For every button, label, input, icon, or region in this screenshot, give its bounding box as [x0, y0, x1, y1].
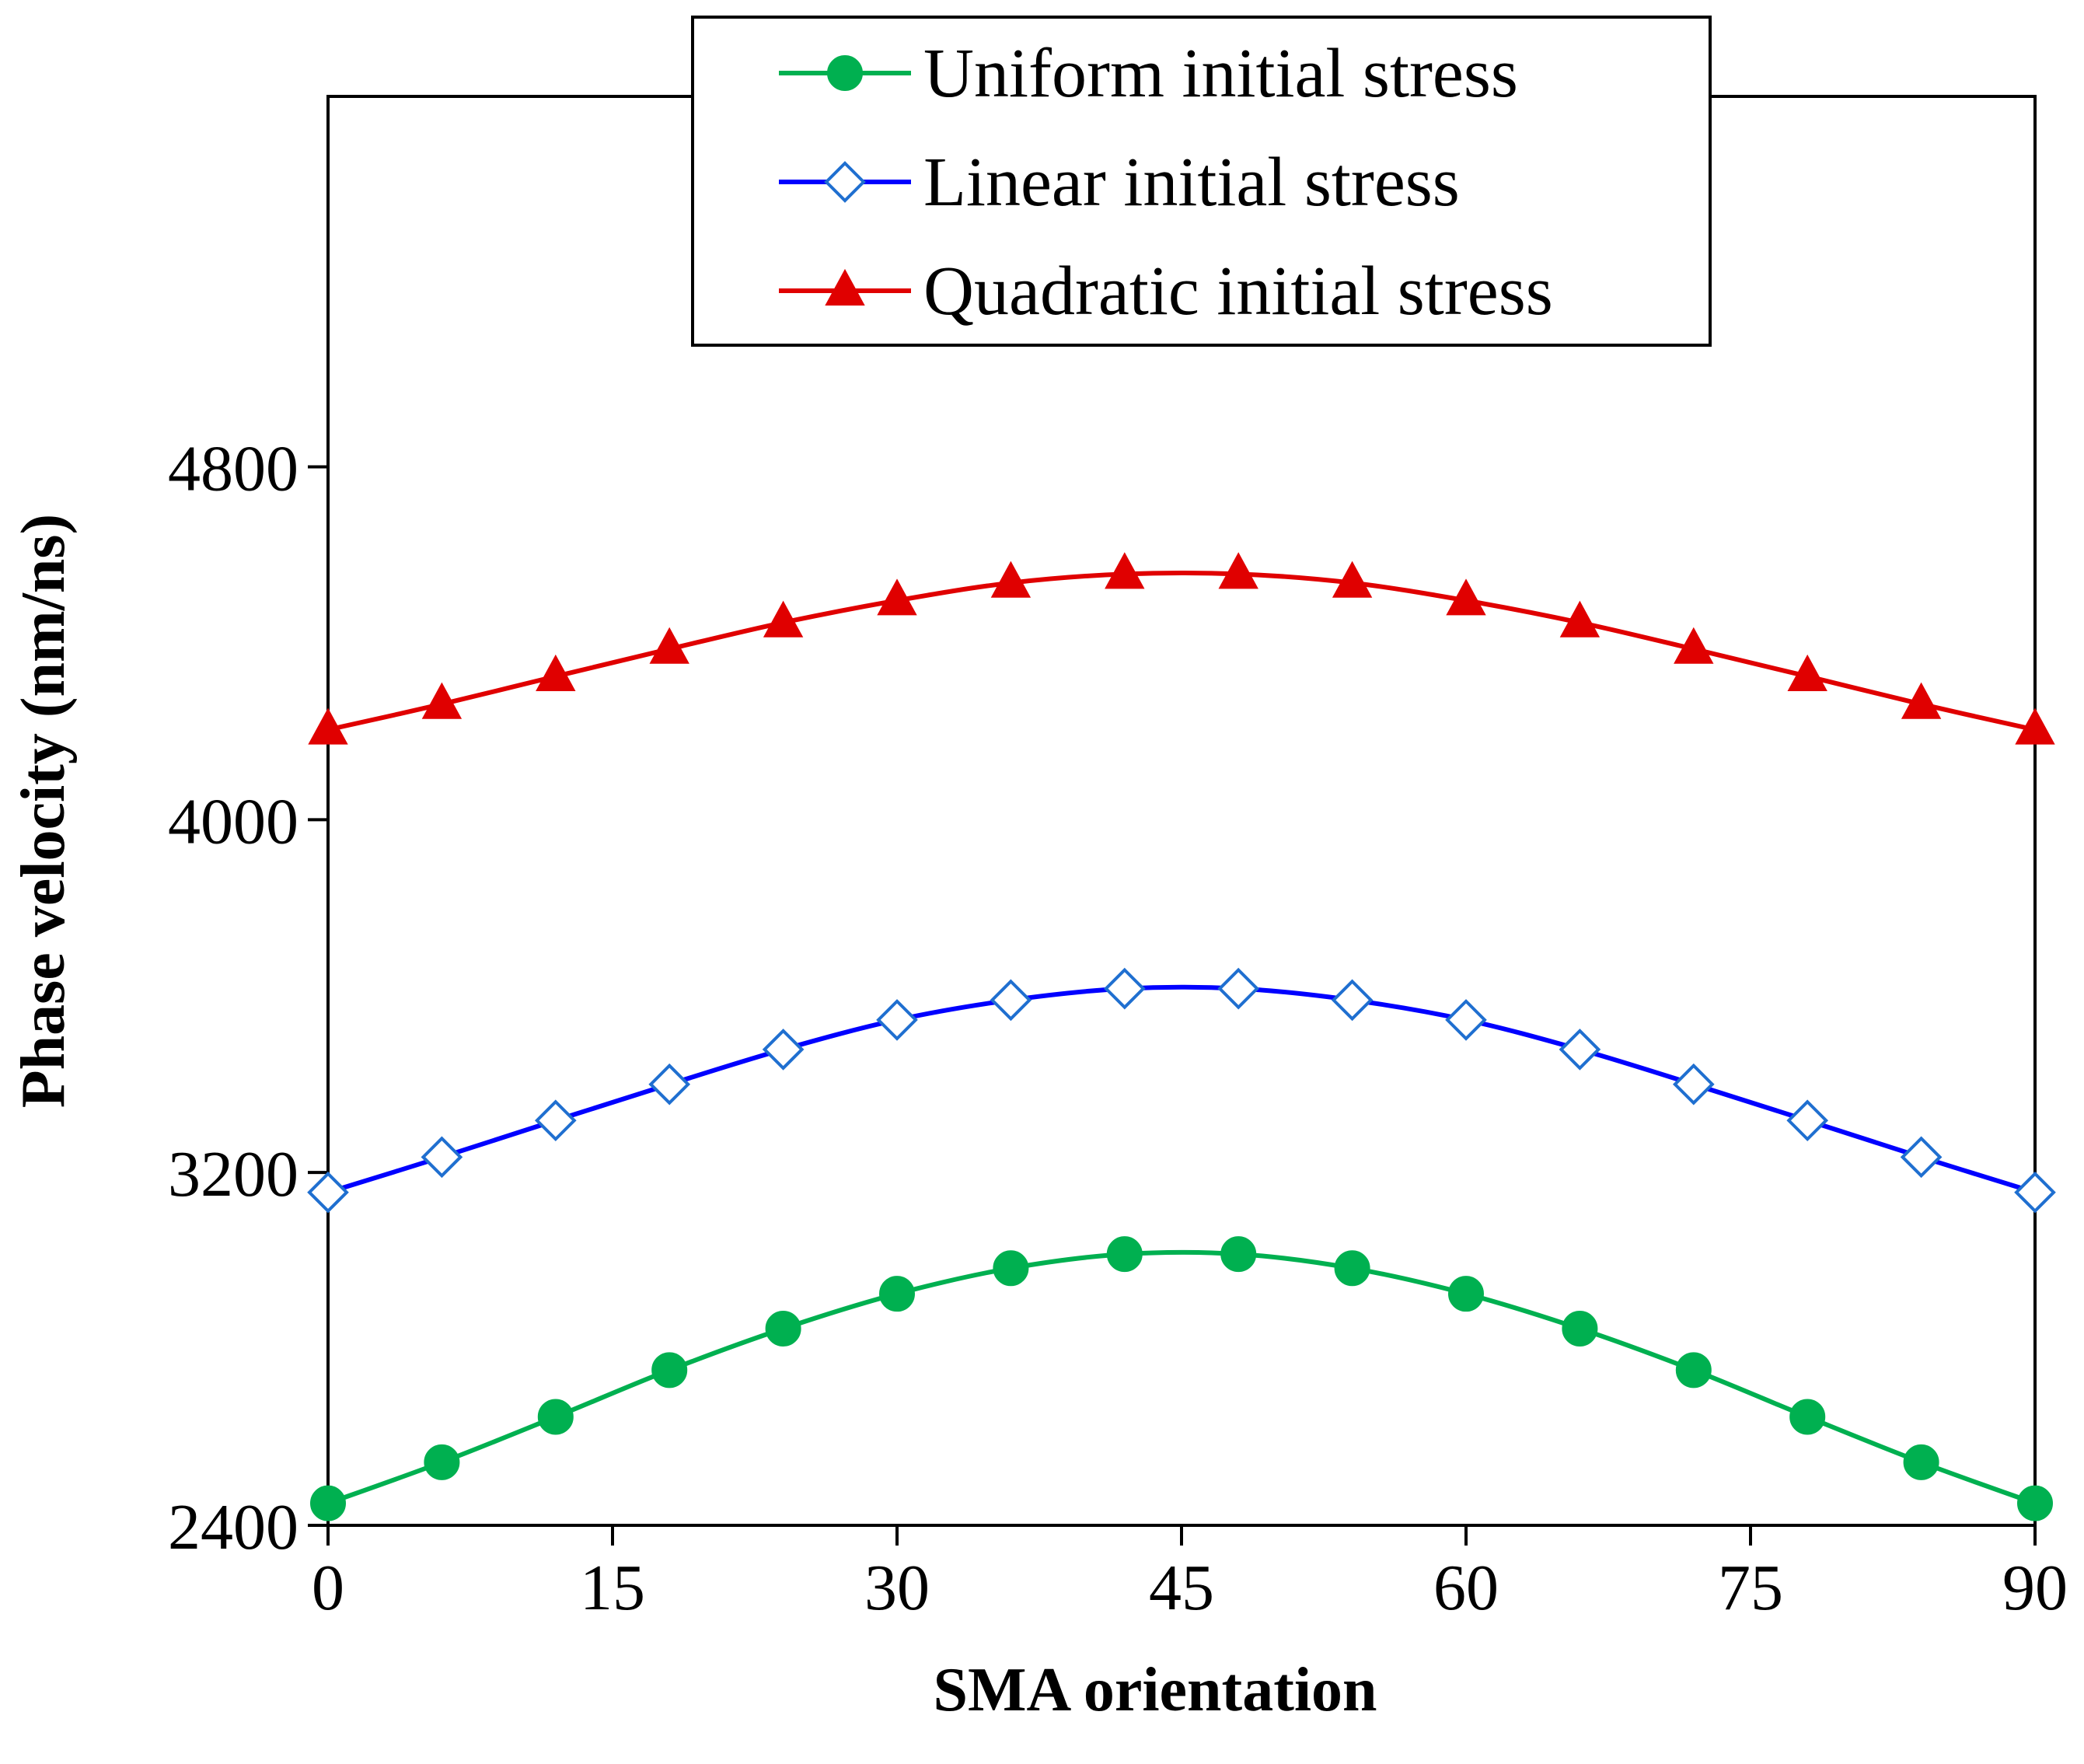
- data-point: [1446, 578, 1486, 616]
- x-tick-label: 75: [1718, 1552, 1783, 1624]
- data-point: [1562, 1310, 1598, 1347]
- data-point: [762, 1029, 805, 1071]
- y-tick-label: 2400: [168, 1491, 298, 1563]
- series-line: [327, 984, 2036, 1195]
- data-point: [2017, 1485, 2053, 1521]
- data-point: [990, 979, 1032, 1022]
- data-point: [993, 1250, 1029, 1287]
- legend-items: Uniform initial stress Linear initial str…: [779, 35, 1553, 330]
- x-tick-label: 30: [864, 1552, 930, 1624]
- data-point: [648, 1063, 691, 1106]
- legend-item: Linear initial stress: [779, 144, 1460, 221]
- data-point: [310, 1485, 346, 1521]
- data-point: [2014, 1171, 2056, 1214]
- legend-swatch-marker: [824, 161, 866, 203]
- series-0: [310, 1236, 2053, 1521]
- legend-label: Linear initial stress: [923, 144, 1460, 221]
- data-point: [1448, 1276, 1484, 1312]
- data-point: [536, 654, 576, 691]
- legend-label: Quadratic initial stress: [923, 253, 1553, 330]
- data-point: [763, 600, 804, 637]
- legend-item: Uniform initial stress: [779, 35, 1518, 112]
- x-axis-title: SMA orientation: [933, 1656, 1377, 1724]
- data-point: [534, 1099, 577, 1142]
- data-point: [1903, 1444, 1939, 1480]
- legend-swatch-marker: [827, 55, 863, 91]
- data-point: [307, 1171, 349, 1214]
- data-point: [1105, 552, 1145, 589]
- data-point: [876, 999, 918, 1041]
- series-layer: [307, 552, 2056, 1521]
- series-line: [326, 1249, 2037, 1506]
- legend-item: Quadratic initial stress: [779, 253, 1553, 330]
- series-2: [308, 552, 2055, 745]
- x-tick-label: 60: [1433, 1552, 1499, 1624]
- data-point: [1220, 1236, 1257, 1273]
- data-point: [990, 561, 1032, 598]
- data-point: [651, 1352, 688, 1388]
- data-point: [1786, 1099, 1829, 1142]
- data-point: [1334, 1250, 1370, 1287]
- legend: Uniform initial stress Linear initial str…: [691, 16, 1712, 347]
- data-point: [1674, 627, 1714, 664]
- data-point: [1789, 1399, 1826, 1435]
- data-point: [424, 1444, 460, 1480]
- legend-swatch-marker: [825, 268, 865, 306]
- x-tick-label: 45: [1149, 1552, 1214, 1624]
- y-tick-label: 4000: [168, 785, 298, 858]
- data-point: [1103, 967, 1146, 1010]
- data-point: [2015, 707, 2055, 745]
- x-axis: 0 15 30 45 60 75 90: [312, 1525, 2068, 1624]
- data-point: [1900, 1136, 1943, 1179]
- data-point: [1445, 999, 1487, 1041]
- data-point: [1787, 654, 1827, 691]
- data-point: [1217, 967, 1260, 1010]
- data-point: [308, 707, 348, 745]
- data-point: [421, 682, 463, 719]
- x-tick-label: 90: [2002, 1552, 2068, 1624]
- data-point: [879, 1276, 915, 1312]
- data-point: [1559, 600, 1601, 637]
- x-tick-label: 15: [580, 1552, 645, 1624]
- data-point: [1901, 682, 1942, 719]
- data-point: [1675, 1352, 1712, 1388]
- y-axis-title: Phase velocity (nm/ns): [9, 514, 78, 1108]
- data-point: [877, 578, 917, 616]
- y-axis: 2400 3200 4000 4800: [168, 433, 328, 1563]
- data-point: [1331, 979, 1374, 1022]
- data-point: [421, 1136, 463, 1179]
- legend-label: Uniform initial stress: [923, 35, 1518, 112]
- data-point: [1218, 552, 1258, 589]
- data-point: [765, 1310, 801, 1347]
- data-point: [1559, 1029, 1601, 1071]
- data-point: [537, 1399, 574, 1435]
- y-tick-label: 4800: [168, 433, 298, 505]
- data-point: [1332, 561, 1373, 598]
- x-tick-label: 0: [312, 1552, 344, 1624]
- series-line: [327, 570, 2036, 732]
- data-point: [649, 627, 689, 664]
- data-point: [1672, 1063, 1715, 1106]
- data-point: [1106, 1236, 1143, 1273]
- series-1: [307, 967, 2056, 1214]
- y-tick-label: 3200: [168, 1138, 298, 1210]
